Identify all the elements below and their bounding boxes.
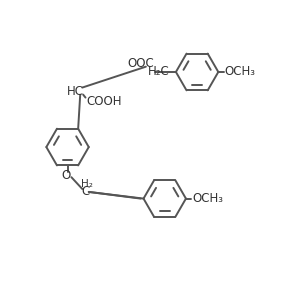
Text: OOC: OOC: [128, 57, 154, 70]
Text: H₂C: H₂C: [148, 65, 169, 78]
Text: COOH: COOH: [86, 95, 122, 108]
Text: OCH₃: OCH₃: [192, 192, 224, 205]
Text: HC: HC: [67, 85, 84, 98]
Text: OCH₃: OCH₃: [225, 65, 256, 79]
Text: H₂: H₂: [81, 179, 93, 189]
Text: O: O: [61, 169, 71, 182]
Text: C: C: [81, 185, 89, 198]
